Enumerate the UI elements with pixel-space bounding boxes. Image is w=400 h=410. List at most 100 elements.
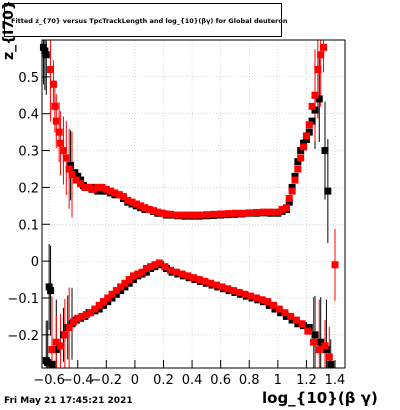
red-point <box>282 204 290 212</box>
red-point <box>184 272 192 280</box>
y-tick-label: 0.3 <box>18 145 39 160</box>
red-point <box>275 305 283 313</box>
data-points <box>39 43 339 368</box>
red-point <box>311 91 319 99</box>
black-point <box>99 301 107 309</box>
red-point <box>138 268 146 276</box>
x-tick-label: −0.6 <box>33 373 65 388</box>
x-tick-label: −0.2 <box>91 373 123 388</box>
red-point <box>132 200 140 208</box>
red-point <box>137 202 145 210</box>
red-point <box>158 209 166 217</box>
red-point <box>55 128 63 136</box>
red-point <box>294 165 302 173</box>
red-point <box>258 296 266 304</box>
red-point <box>121 279 129 287</box>
red-point <box>51 102 59 110</box>
x-tick-label: 1.2 <box>296 373 317 388</box>
black-point <box>104 298 112 306</box>
black-point <box>297 147 305 155</box>
red-point <box>285 194 293 202</box>
x-tick-label: 0.6 <box>210 373 231 388</box>
red-point <box>300 143 308 151</box>
red-point <box>89 185 97 193</box>
red-point <box>99 298 107 306</box>
y-axis-label: z_{I70} <box>1 0 17 60</box>
red-point <box>59 147 67 155</box>
black-point <box>271 305 279 313</box>
black-point <box>77 176 85 184</box>
red-point <box>57 139 65 147</box>
black-point <box>95 305 103 313</box>
red-point <box>298 320 306 328</box>
y-tick-label: −0.2 <box>7 329 39 344</box>
red-point <box>125 276 133 284</box>
black-point <box>322 346 330 354</box>
red-point <box>91 305 99 313</box>
red-point <box>48 346 56 354</box>
red-point <box>104 294 112 302</box>
red-point <box>224 285 232 293</box>
black-point <box>129 276 137 284</box>
black-point <box>302 136 310 144</box>
red-point <box>98 183 106 191</box>
red-point <box>264 298 272 306</box>
red-point <box>230 287 238 295</box>
x-tick-label: 1.4 <box>325 373 346 388</box>
black-point <box>265 301 273 309</box>
red-point <box>281 309 289 317</box>
y-tick-label: −0.1 <box>7 292 39 307</box>
black-point <box>67 161 75 169</box>
red-point <box>65 323 73 331</box>
red-point <box>167 266 175 274</box>
red-point <box>47 65 55 73</box>
red-point <box>278 206 286 214</box>
red-point <box>52 338 60 346</box>
red-point <box>195 211 203 219</box>
black-point <box>282 312 290 320</box>
y-tick-label: 0.4 <box>18 108 39 123</box>
red-point <box>94 183 102 191</box>
black-point <box>52 346 60 354</box>
red-point <box>308 102 316 110</box>
red-point <box>69 318 77 326</box>
y-tick-label: 0 <box>31 255 39 270</box>
red-point <box>161 263 169 271</box>
red-point <box>117 283 125 291</box>
red-point <box>142 264 150 272</box>
red-point <box>218 283 226 291</box>
red-point <box>274 208 282 216</box>
red-point <box>72 176 80 184</box>
red-point <box>78 312 86 320</box>
red-point <box>202 211 210 219</box>
black-point <box>45 283 53 291</box>
red-point <box>155 259 163 267</box>
black-point <box>42 357 50 365</box>
red-point <box>151 261 159 269</box>
red-point <box>325 353 333 361</box>
red-point <box>167 210 175 218</box>
red-point <box>95 301 103 309</box>
red-point <box>85 183 93 191</box>
black-point <box>311 331 319 339</box>
red-point <box>107 187 115 195</box>
black-point <box>288 316 296 324</box>
red-point <box>134 270 142 278</box>
black-point <box>294 158 302 166</box>
red-point <box>247 292 255 300</box>
red-point <box>267 208 275 216</box>
red-point <box>252 294 260 302</box>
red-point <box>302 132 310 140</box>
black-point <box>311 106 319 114</box>
red-point <box>297 154 305 162</box>
red-point <box>315 346 323 354</box>
black-point <box>47 287 55 295</box>
black-point <box>300 139 308 147</box>
red-point <box>112 287 120 295</box>
red-point <box>74 314 82 322</box>
y-tick-label: 0.2 <box>18 181 39 196</box>
red-point <box>49 80 57 88</box>
black-point <box>305 128 313 136</box>
black-point <box>121 283 129 291</box>
